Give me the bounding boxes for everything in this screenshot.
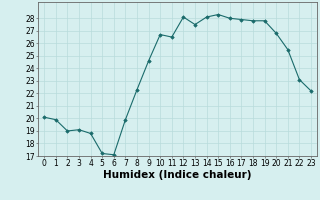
X-axis label: Humidex (Indice chaleur): Humidex (Indice chaleur) <box>103 170 252 180</box>
